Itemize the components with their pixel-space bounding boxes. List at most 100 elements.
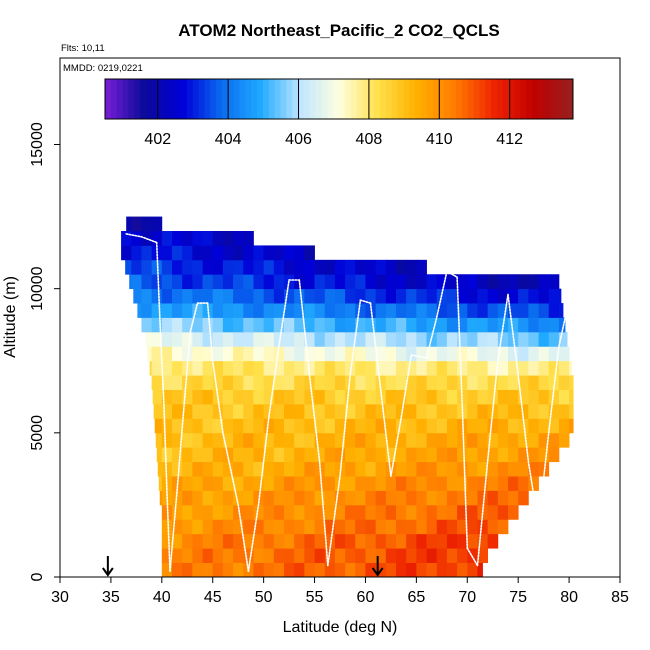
- heatmap-cell: [192, 360, 203, 376]
- heatmap-cell: [222, 404, 234, 419]
- heatmap-cell: [497, 288, 509, 304]
- heatmap-cell: [161, 389, 173, 405]
- heatmap-cell: [345, 259, 356, 275]
- colorbar-segment: [321, 79, 328, 119]
- heatmap-cell: [396, 504, 407, 520]
- heatmap-cell: [202, 404, 214, 419]
- heatmap-cell: [396, 346, 407, 362]
- heatmap-cell: [345, 447, 356, 463]
- heatmap-cell: [192, 476, 203, 491]
- heatmap-cell: [497, 461, 509, 477]
- heatmap-cell: [151, 274, 163, 290]
- flight-track: [206, 302, 250, 573]
- heatmap-cell: [212, 331, 224, 347]
- heatmap-cell: [446, 317, 458, 333]
- heatmap-cell: [385, 519, 397, 535]
- heatmap-cell: [375, 331, 387, 347]
- heatmap-cell: [202, 519, 214, 535]
- heatmap-cell: [365, 418, 377, 434]
- heatmap-cell: [284, 548, 295, 563]
- heatmap-cell: [202, 231, 214, 246]
- heatmap-cell: [222, 360, 234, 376]
- heatmap-cell: [548, 360, 560, 376]
- y-axis-ticks: 0 5000 10000 15000: [29, 122, 60, 581]
- heatmap-cell: [355, 548, 366, 563]
- mmdd-label: MMDD: 0219,0221: [63, 63, 143, 74]
- heatmap-cell: [243, 346, 254, 362]
- heatmap-cell: [314, 317, 326, 333]
- heatmap-cell: [182, 490, 193, 506]
- heatmap-cell: [497, 504, 509, 520]
- heatmap-cell: [161, 245, 173, 261]
- flight-tracks: [125, 233, 570, 573]
- heatmap-cell: [172, 389, 183, 405]
- heatmap-cell: [294, 533, 305, 549]
- flight-track: [369, 302, 392, 477]
- heatmap-cell: [152, 389, 163, 405]
- heatmap-cell: [365, 274, 377, 290]
- heatmap-cell: [222, 303, 234, 318]
- heatmap-cell: [172, 461, 183, 477]
- heatmap-cell: [538, 404, 550, 419]
- colorbar-segment: [549, 79, 556, 119]
- heatmap-cell: [457, 447, 468, 463]
- heatmap-cell: [334, 346, 346, 362]
- heatmap-cell: [172, 562, 183, 578]
- heatmap-cell: [126, 216, 132, 232]
- heatmap-cell: [355, 461, 366, 477]
- heatmap-cell: [222, 259, 234, 275]
- x-tick-label: 50: [255, 589, 273, 606]
- heatmap-cell: [446, 346, 458, 362]
- heatmap-cell: [426, 389, 438, 405]
- heatmap-cell: [436, 461, 448, 477]
- heatmap-cell: [294, 360, 305, 376]
- colorbar-segment: [262, 79, 270, 119]
- heatmap-cell: [161, 548, 173, 563]
- heatmap-cell: [396, 476, 407, 491]
- heatmap-cell: [477, 461, 489, 477]
- heatmap-cell: [457, 504, 468, 520]
- heatmap-cell: [396, 548, 407, 563]
- heatmap-cell: [446, 562, 458, 578]
- heatmap-cell: [172, 303, 183, 318]
- heatmap-cell: [497, 432, 509, 448]
- heatmap-cell: [324, 346, 336, 362]
- heatmap-cell: [273, 490, 285, 506]
- heatmap-cell: [131, 274, 142, 290]
- heatmap-cell: [161, 432, 173, 448]
- heatmap-cell: [233, 317, 244, 333]
- heatmap-cell: [416, 360, 427, 376]
- heatmap-cell: [457, 562, 468, 578]
- colorbar-segment: [391, 79, 398, 119]
- heatmap-cell: [253, 317, 265, 333]
- heatmap-cell: [133, 288, 142, 304]
- heatmap-cell: [345, 346, 356, 362]
- heatmap-cell: [396, 389, 407, 405]
- heatmap-cell: [141, 274, 153, 290]
- heatmap-cell: [426, 288, 438, 304]
- colorbar-segment: [403, 79, 410, 119]
- heatmap-cell: [457, 476, 468, 491]
- heatmap-cell: [151, 288, 163, 304]
- colorbar-segment: [169, 79, 176, 119]
- heatmap-cell: [284, 490, 295, 506]
- flight-track: [537, 299, 570, 526]
- heatmap-cell: [253, 461, 265, 477]
- flight-track: [446, 270, 458, 278]
- heatmap-cell: [263, 404, 275, 419]
- heatmap-cell: [149, 360, 153, 376]
- heatmap-cell: [263, 461, 275, 477]
- heatmap-cell: [212, 461, 224, 477]
- heatmap-cell: [345, 548, 356, 563]
- heatmap-cell: [243, 490, 254, 506]
- heatmap-cell: [365, 533, 377, 549]
- heatmap-cell: [518, 331, 529, 347]
- colorbar-tick-label: 410: [426, 131, 453, 148]
- colorbar-segment: [532, 79, 539, 119]
- heatmap-cell: [253, 303, 265, 318]
- heatmap-cell: [345, 562, 356, 578]
- heatmap-cell: [497, 519, 509, 535]
- heatmap-cell: [324, 490, 336, 506]
- flight-track: [169, 302, 199, 573]
